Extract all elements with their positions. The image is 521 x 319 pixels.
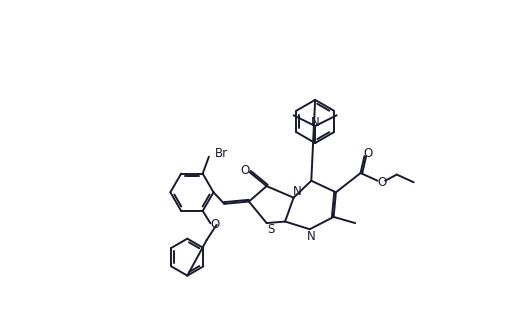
Text: Br: Br — [215, 147, 228, 160]
Text: O: O — [364, 146, 373, 160]
Text: O: O — [241, 164, 250, 177]
Text: N: N — [307, 230, 316, 243]
Text: S: S — [267, 223, 274, 236]
Text: N: N — [293, 185, 302, 198]
Text: N: N — [311, 116, 319, 129]
Text: O: O — [378, 176, 387, 189]
Text: O: O — [210, 218, 220, 231]
